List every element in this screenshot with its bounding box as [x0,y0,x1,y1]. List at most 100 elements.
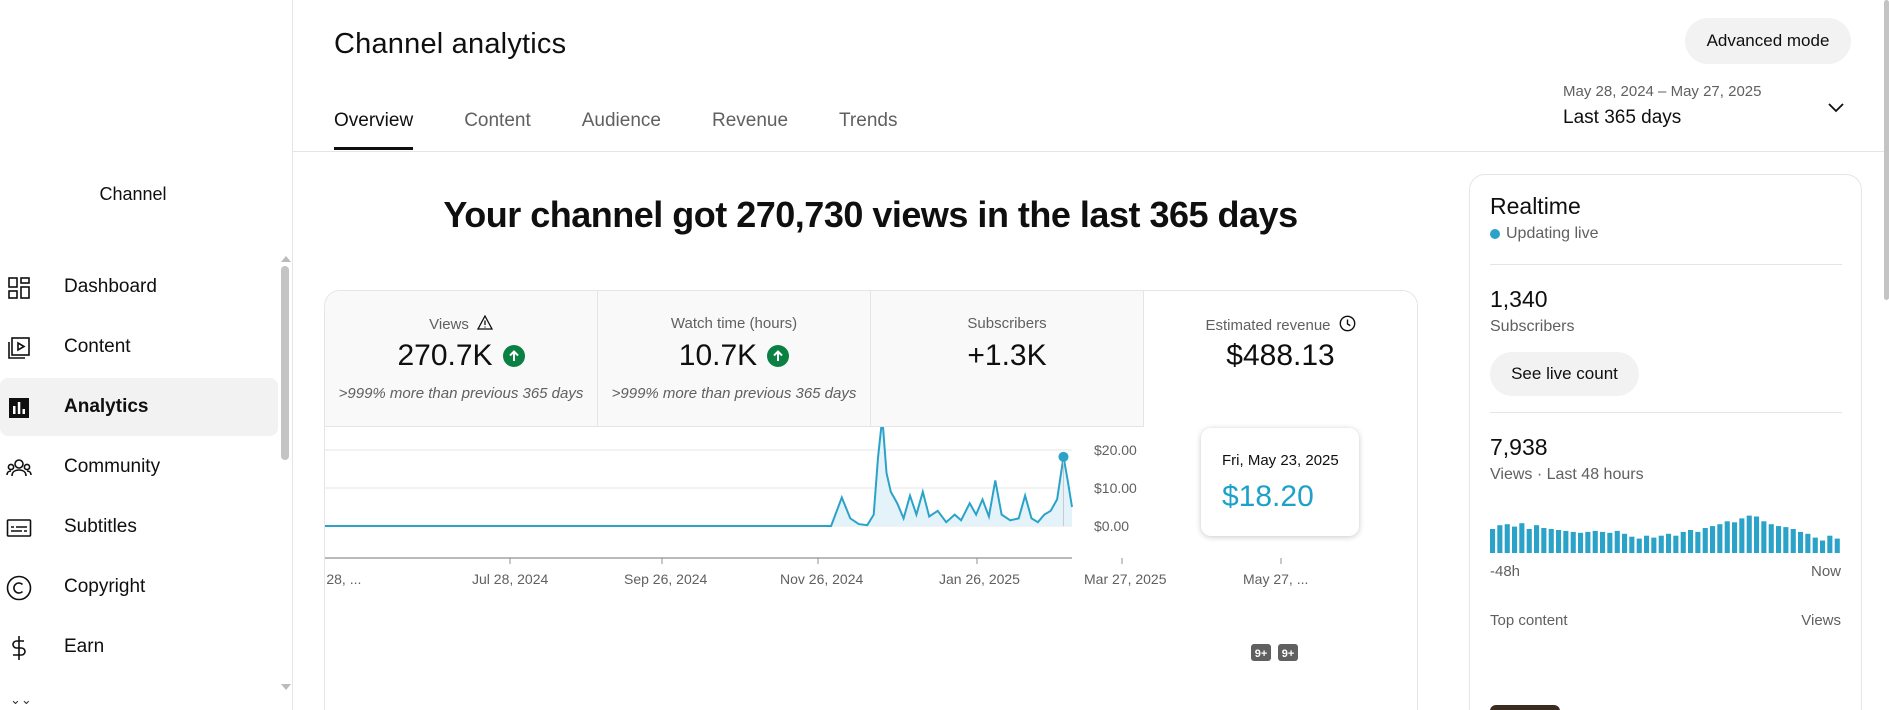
arrow-up-icon [767,345,790,367]
revenue-line [325,417,1073,527]
metric-value: $488.13 [1226,339,1335,372]
metric-label-row: Views [325,314,597,334]
realtime-subscribers-label: Subscribers [1490,318,1575,335]
realtime-subscribers-value: 1,340 [1490,286,1548,312]
realtime-bar [1695,531,1701,553]
metric-value: 10.7K [678,339,758,372]
copyright-icon [6,575,32,601]
tab-audience[interactable]: Audience [581,110,661,131]
realtime-bar [1556,530,1562,553]
date-range-dates: May 28, 2024 – May 27, 2025 [1563,83,1762,100]
arrow-up-icon [502,345,525,367]
realtime-bar [1592,530,1598,553]
sidebar-item-label: Earn [64,636,105,657]
y-tick-label: $10.00 [1094,480,1137,496]
sidebar-item-content[interactable]: Content [0,318,278,376]
warning-icon [476,314,493,334]
revenue-chart: $0.00$10.00$20.00$30.00May 28, ...Jul 28… [325,404,1308,661]
realtime-bar [1805,533,1811,553]
sidebar-item-dashboard[interactable]: Dashboard [0,258,278,316]
metric-subscribers[interactable]: Subscribers +1.3K [871,291,1144,427]
realtime-bar [1768,524,1774,553]
realtime-bar [1622,533,1628,553]
x-tick-label: Mar 27, 2025 [1084,571,1167,587]
realtime-bar [1541,528,1547,553]
top-content-metric: Views [1801,612,1841,629]
divider [1490,264,1842,265]
views-headline: Your channel got 270,730 views in the la… [443,194,1298,235]
sidebar-item-label: Subtitles [64,516,137,537]
metric-tabs: Views 270.7K >999% more than previous 36… [325,291,1417,427]
realtime-bar [1724,521,1730,553]
realtime-views-label: Views · Last 48 hours [1490,466,1644,483]
realtime-bar [1812,537,1818,553]
sidebar-scrollbar[interactable] [281,266,289,460]
realtime-bar [1798,531,1804,553]
sidebar-nav: Dashboard Content Analytics Community [0,258,280,678]
y-tick-label: $0.00 [1094,518,1129,534]
clock-icon [1339,315,1356,336]
realtime-bar [1680,531,1686,553]
metric-value-row: +1.3K [871,339,1143,373]
y-tick-label: $20.00 [1094,442,1137,458]
realtime-bar [1827,535,1833,553]
realtime-bar [1607,532,1613,553]
sidebar-item-analytics[interactable]: Analytics [0,378,278,436]
realtime-bar [1614,530,1620,553]
realtime-axis-start: -48h [1490,563,1521,580]
content-icon [6,335,32,361]
page-scrollbar[interactable] [1884,0,1889,300]
data-point-highlight [1058,451,1069,462]
tab-overview[interactable]: Overview [334,110,414,150]
chevron-down-icon: ⌄⌄ [10,692,32,707]
metric-views[interactable]: Views 270.7K >999% more than previous 36… [325,291,598,427]
realtime-bar [1739,518,1745,553]
realtime-bar [1732,522,1738,553]
realtime-bar [1578,532,1584,553]
realtime-bar [1834,538,1840,553]
metric-label: Views [429,316,469,333]
realtime-bar [1776,526,1782,553]
community-icon [6,455,32,481]
metric-value-row: $488.13 [1144,339,1417,373]
chevron-down-icon [1827,101,1845,119]
realtime-bar [1790,529,1796,553]
date-range-selector[interactable]: May 28, 2024 – May 27, 2025 Last 365 day… [1563,83,1853,133]
realtime-bar [1563,530,1569,553]
tab-revenue[interactable]: Revenue [711,110,789,131]
realtime-status: Updating live [1490,225,1599,243]
scroll-down-arrow[interactable] [281,684,291,690]
realtime-bar [1519,523,1525,553]
tab-trends[interactable]: Trends [839,110,898,131]
marker-badge [1278,644,1298,661]
metric-label-row: Watch time (hours) [598,315,870,332]
realtime-bar [1688,530,1694,553]
realtime-bar [1534,525,1540,553]
sidebar-item-earn[interactable]: Earn [0,618,278,676]
metric-value: +1.3K [967,339,1047,372]
earn-icon [6,635,32,661]
top-content-thumbnail[interactable] [1490,705,1560,710]
live-dot-icon [1490,229,1500,239]
scroll-up-arrow[interactable] [281,256,291,262]
realtime-bar [1629,536,1635,553]
metric-note: >999% more than previous 365 days [338,385,584,402]
advanced-mode-button[interactable]: Advanced mode [1685,18,1851,64]
see-live-count-button[interactable]: See live count [1490,352,1639,396]
x-tick-label: Sep 26, 2024 [624,571,708,587]
tooltip-date: Fri, May 23, 2025 [1222,452,1339,469]
realtime-bar [1548,529,1554,553]
sidebar-item-label: Dashboard [64,276,157,297]
realtime-bar [1651,537,1657,553]
tab-content[interactable]: Content [464,110,531,131]
metric-label-row: Estimated revenue [1144,315,1417,336]
metric-estimated-revenue[interactable]: Estimated revenue $488.13 [1144,291,1417,427]
top-content-label: Top content [1490,612,1568,629]
sidebar-item-community[interactable]: Community [0,438,278,496]
revenue-chart-area: $0.00$10.00$20.00$30.00May 28, ...Jul 28… [325,404,1417,710]
sidebar-item-subtitles[interactable]: Subtitles [0,498,278,556]
sidebar-item-copyright[interactable]: Copyright [0,558,278,616]
x-tick-label: Nov 26, 2024 [780,571,863,587]
date-range-label: Last 365 days [1563,107,1682,128]
metric-watch-time[interactable]: Watch time (hours) 10.7K >999% more than… [598,291,871,427]
